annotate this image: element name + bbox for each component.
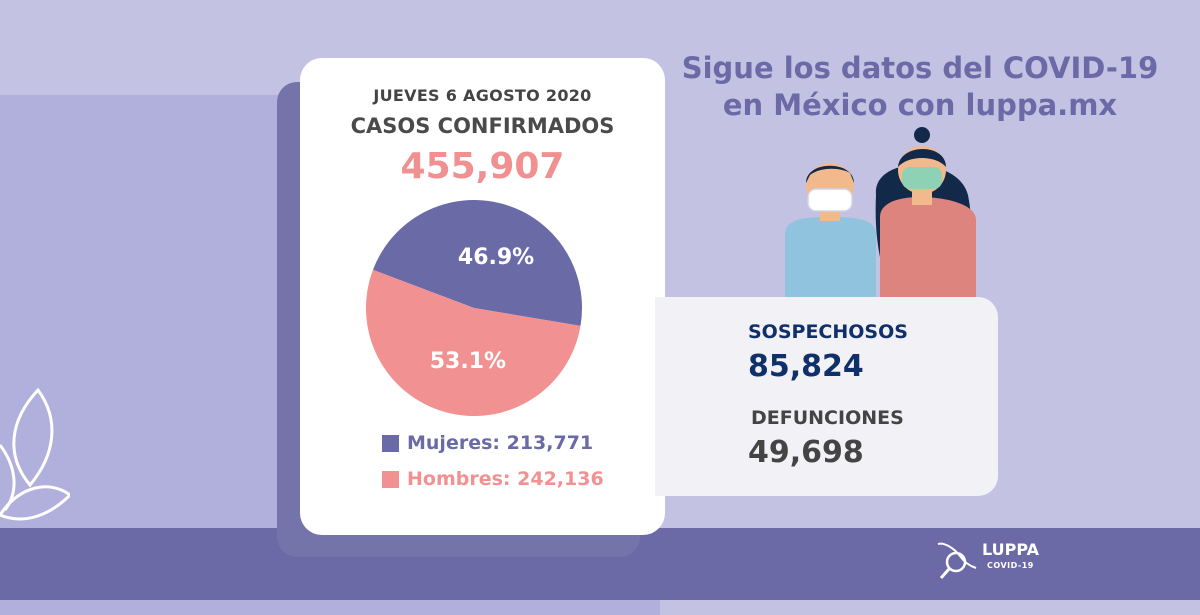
legend-hombres-text: Hombres: 242,136: [407, 468, 604, 490]
headline-line-1: Sigue los datos del COVID-19: [681, 51, 1159, 85]
leaf-decoration-icon: [0, 387, 70, 521]
logo-subtitle: COVID-19: [987, 561, 1034, 570]
confirmed-label: CASOS CONFIRMADOS: [350, 114, 615, 138]
legend-mujeres: Mujeres: 213,771: [382, 432, 593, 454]
legend-hombres: Hombres: 242,136: [382, 468, 604, 490]
defunciones-label: DEFUNCIONES: [751, 407, 904, 429]
pie-slice-hombres: [366, 269, 581, 416]
pie-slice-mujeres: [372, 199, 582, 326]
stats-panel: SOSPECHOSOS 85,824 DEFUNCIONES 49,698: [655, 297, 998, 496]
sospechosos-label: SOSPECHOSOS: [748, 321, 908, 343]
headline: Sigue los datos del COVID-19 en México c…: [680, 50, 1160, 124]
headline-line-2: en México con luppa.mx: [722, 88, 1118, 122]
pie-label-hombres: 53.1%: [430, 349, 506, 374]
confirmed-card: JUEVES 6 AGOSTO 2020 CASOS CONFIRMADOS 4…: [300, 58, 665, 535]
logo-name: LUPPA: [982, 540, 1039, 559]
legend-swatch-mujeres: [382, 434, 399, 452]
luppa-logo-icon: [937, 542, 977, 579]
legend-swatch-hombres: [382, 470, 399, 488]
report-date: JUEVES 6 AGOSTO 2020: [373, 86, 592, 105]
masked-people-illustration: [785, 127, 976, 300]
gender-pie-chart: 46.9% 53.1%: [366, 199, 582, 416]
sospechosos-value: 85,824: [748, 349, 864, 384]
defunciones-value: 49,698: [748, 435, 864, 470]
pie-label-mujeres: 46.9%: [458, 245, 534, 270]
confirmed-value: 455,907: [400, 146, 565, 187]
legend-mujeres-text: Mujeres: 213,771: [407, 432, 594, 454]
